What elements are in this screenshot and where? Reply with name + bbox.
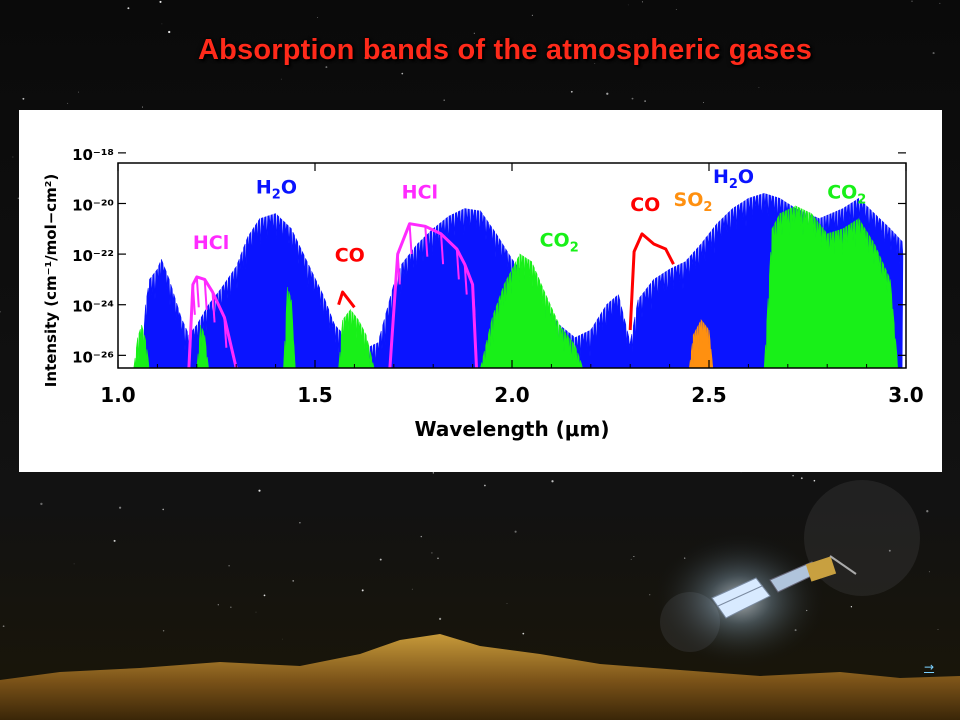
co-absorption-band-2 [628, 232, 675, 331]
gas-label-h2o-1: H2O [256, 176, 297, 202]
planet-surface [0, 634, 960, 720]
hcl-line-2-4 [440, 233, 445, 265]
hcl-line-1-3 [203, 279, 208, 310]
hcl-line-1-2 [195, 276, 200, 308]
y-tick-label: 10⁻²⁰ [72, 196, 114, 214]
x-axis-label: Wavelength (μm) [414, 417, 609, 441]
gas-label-co-1: CO [335, 245, 365, 267]
gas-label-hcl-1: HCl [193, 232, 229, 254]
x-tick-label: 2.5 [691, 383, 726, 407]
gas-label-co2-1: CO2 [540, 230, 579, 256]
slide-title: Absorption bands of the atmospheric gase… [197, 34, 813, 66]
so2-absorption-band-1 [688, 319, 714, 369]
hcl-line-2-1 [396, 254, 401, 285]
gas-label-hcl-2: HCl [402, 181, 438, 203]
x-tick-label: 2.0 [494, 383, 529, 407]
hcl-line-2-2 [408, 223, 413, 255]
hcl-line-1-1 [191, 284, 196, 315]
absorption-chart: 1.0 1.5 2.0 2.5 3.0 10⁻¹⁸ 10⁻²⁰ 10⁻²² 10⁻²⁴ 10⁻²⁶… [42, 146, 924, 441]
co2-absorption-band-4 [338, 308, 375, 369]
co2-absorption-band-5 [480, 253, 583, 369]
gas-label-so2-1: SO2 [674, 189, 713, 215]
gas-label-h2o-2: H2O [713, 166, 754, 192]
x-tick-label: 3.0 [888, 383, 923, 407]
co2-absorption-band-1 [133, 324, 150, 369]
hcl-line-2-7 [471, 284, 476, 315]
chart-panel: 1.0 1.5 2.0 2.5 3.0 10⁻¹⁸ 10⁻²⁰ 10⁻²² 10⁻²⁴ 10⁻²⁶… [19, 110, 942, 472]
co2-absorption-band-6 [763, 205, 899, 369]
y-tick-label: 10⁻²⁶ [72, 348, 114, 366]
hcl-line-2-5 [455, 248, 460, 280]
hcl-line-1-5 [223, 317, 228, 348]
y-tick-label: 10⁻¹⁸ [72, 146, 114, 164]
y-tick-label: 10⁻²² [72, 247, 114, 265]
next-slide-link[interactable]: → [924, 660, 935, 674]
x-tick-label: 1.5 [297, 383, 332, 407]
co-absorption-band-1 [337, 290, 356, 309]
y-tick-label: 10⁻²⁴ [72, 298, 114, 316]
spacecraft-icon [711, 555, 857, 619]
gas-label-co-2: CO [630, 194, 660, 216]
gas-label-co2-2: CO2 [827, 181, 866, 207]
hcl-line-2-3 [424, 226, 429, 257]
x-tick-label: 1.0 [100, 383, 135, 407]
hcl-line-1-4 [211, 292, 216, 323]
hcl-line-2-6 [463, 264, 468, 295]
y-axis-label: Intensity (cm⁻¹/mol−cm²) [42, 174, 60, 387]
